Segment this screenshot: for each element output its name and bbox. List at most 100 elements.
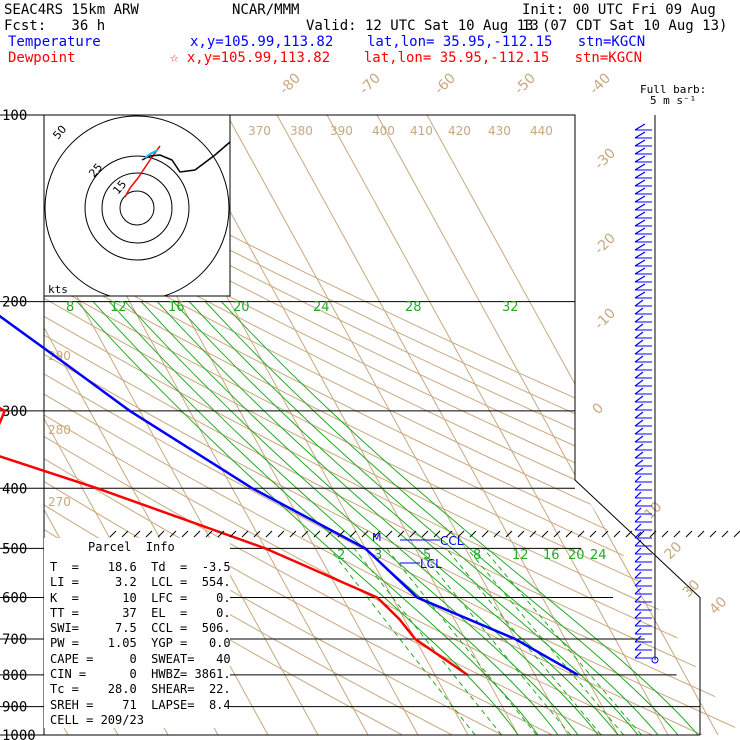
wind-barb (634, 147, 646, 155)
wind-barb (634, 531, 642, 539)
barb-legend: Full barb: 5 m s⁻¹ (640, 84, 706, 106)
theta-tick-label: 370 (248, 124, 271, 138)
parcel-info-row: CIN = 0 HWBZ= 3861. (50, 667, 231, 682)
hash-tick (205, 530, 213, 538)
mixing-ratio-label: 12 (110, 300, 127, 315)
mixing-ratio-label: 8 (66, 300, 74, 315)
hash-tick (217, 530, 225, 538)
wind-barb (634, 523, 642, 531)
wind-barb (634, 323, 644, 331)
isotherm-tick-label: 40 (707, 594, 731, 618)
parcel-info-row: T = 18.6 Td = -3.5 (50, 560, 231, 574)
hash-tick (169, 530, 177, 538)
wind-barb (634, 331, 644, 339)
wind-barb (634, 643, 642, 651)
hash-tick (409, 530, 417, 538)
mixing-ratio-label: 28 (405, 300, 422, 315)
wind-barb (634, 547, 642, 555)
valid-time: Valid: 12 UTC Sat 10 Aug 13 (07 CDT Sat … (306, 18, 728, 34)
wind-barb (634, 195, 646, 203)
mixing-ratio-line (483, 548, 642, 735)
wind-barb (634, 603, 642, 611)
hash-tick (253, 530, 261, 538)
wind-barb (634, 627, 642, 635)
hash-tick (733, 530, 740, 538)
wind-barb (634, 179, 646, 187)
wind-barb (634, 347, 644, 355)
wind-barb (634, 363, 644, 371)
theta-tick-label: 380 (290, 124, 313, 138)
hash-tick (361, 530, 369, 538)
mixing-ratio-label: 12 (512, 548, 529, 563)
mixing-ratio-label: 24 (590, 548, 607, 563)
wind-barb (634, 451, 644, 459)
mixing-ratio-line (417, 548, 571, 735)
theta-tick-label: 280 (48, 423, 71, 437)
hash-tick (325, 530, 333, 538)
dry-adiabat (44, 115, 553, 735)
hodograph-trace-high (141, 141, 231, 173)
wind-barb (634, 371, 644, 379)
isotherm-tick-label: -50 (512, 70, 539, 97)
hodograph-ring-outer (44, 115, 230, 296)
hash-tick (265, 530, 273, 538)
parcel-info-title: Parcel Info (88, 540, 175, 554)
theta-tick-label: 290 (48, 349, 71, 363)
wind-barb (634, 275, 646, 283)
model-title: SEAC4RS 15km ARW (4, 2, 139, 18)
barb-legend-line2: 5 m s⁻¹ (649, 94, 697, 107)
wind-barb (634, 563, 642, 571)
isotherm-tick-label: -40 (587, 70, 614, 97)
temperature-profile (0, 314, 579, 676)
hash-tick (301, 530, 309, 538)
theta-tick-label: 400 (372, 124, 395, 138)
hash-tick (685, 530, 693, 538)
hash-tick (625, 530, 633, 538)
pressure-tick-label: 600 (2, 590, 27, 606)
pressure-tick-label: 400 (2, 481, 27, 497)
theta-tick-label: 440 (530, 124, 553, 138)
lcl-label: LCL (420, 557, 442, 571)
pressure-tick-label: 900 (2, 700, 27, 716)
parcel-info-row: CAPE = 0 SWEAT= 40 (50, 651, 231, 666)
wind-barb (634, 555, 642, 563)
wind-barb (634, 507, 642, 515)
wind-barb (634, 515, 642, 523)
isotherm-tick-label: -20 (592, 230, 619, 257)
wind-barb (634, 411, 644, 419)
hash-tick (661, 530, 669, 538)
parcel-info-row: TT = 37 EL = 0. (50, 605, 231, 620)
pressure-tick-label: 200 (2, 295, 27, 311)
isotherm-tick-label: -80 (277, 70, 304, 97)
wind-barb (634, 139, 646, 147)
moist-adiabat (204, 301, 679, 735)
parcel-info-row: SWI= 7.5 CCL = 506. (50, 621, 231, 636)
hash-tick (385, 530, 393, 538)
wind-barb (634, 267, 646, 275)
wind-barb (634, 291, 646, 299)
hash-tick (445, 530, 453, 538)
wind-barb (634, 339, 644, 347)
dry-adiabat (44, 115, 603, 735)
wind-barb (634, 251, 646, 259)
theta-tick-label: 270 (48, 495, 71, 509)
hash-tick (697, 530, 705, 538)
parcel-info-box: Parcel Info T = 18.6 Td = -3.5 LI = 3.2 L… (44, 538, 231, 728)
hash-tick (469, 530, 477, 538)
wind-barb (634, 315, 644, 323)
parcel-info-row: CELL = 209/23 (50, 712, 144, 727)
wind-barb (634, 571, 642, 579)
wind-barb (634, 419, 644, 427)
pressure-tick-label: 1000 (2, 728, 36, 740)
parcel-info-row: PW = 1.05 YGP = 0.0 (50, 636, 231, 651)
dry-adiabat (44, 115, 740, 735)
mixing-ratio-label: 8 (473, 548, 481, 563)
isotherm-tick-label: -10 (592, 305, 619, 332)
isotherm-line (326, 115, 669, 735)
isotherm-line (176, 115, 519, 735)
hodograph-units: kts (48, 283, 68, 296)
org-title: NCAR/MMM (232, 2, 300, 18)
hash-tick (229, 530, 237, 538)
hash-tick (337, 530, 345, 538)
